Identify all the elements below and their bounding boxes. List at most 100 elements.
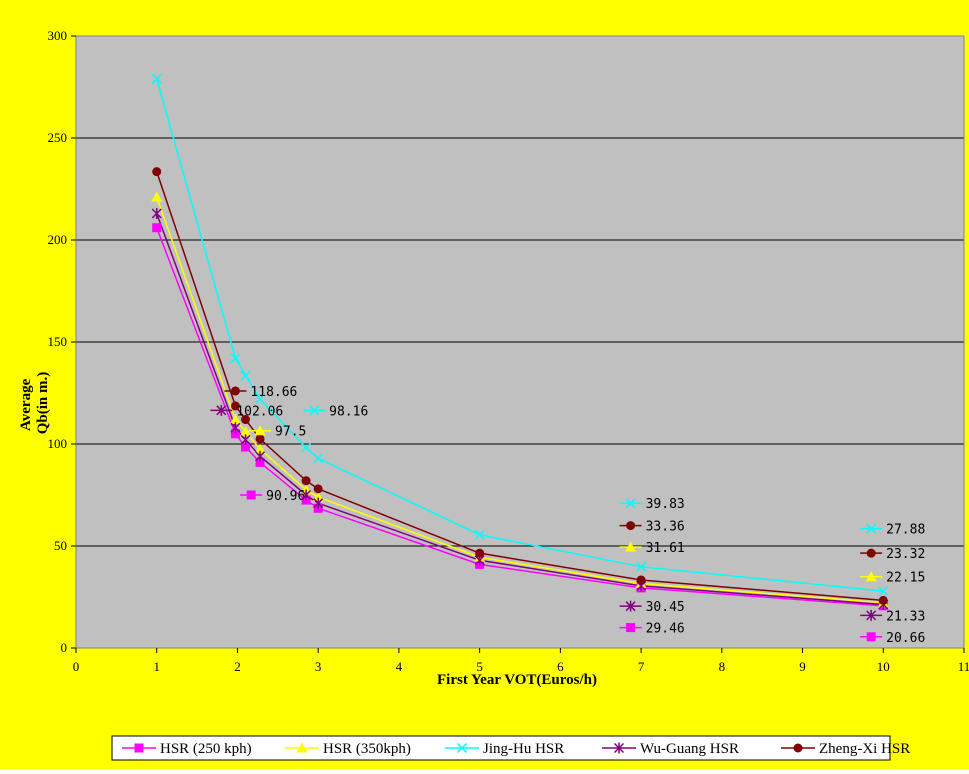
data-point <box>255 457 265 467</box>
data-point <box>312 491 324 502</box>
marker-shape <box>255 450 266 462</box>
marker-shape <box>246 490 256 500</box>
marker-shape <box>301 442 312 453</box>
legend-label: HSR (250 kph) <box>160 741 252 757</box>
legend-box <box>111 735 891 761</box>
marker-shape <box>151 73 162 84</box>
data-point <box>152 167 162 177</box>
data-label: 39.83 <box>619 497 685 512</box>
data-label-key-marker <box>254 425 266 436</box>
marker-shape <box>636 561 647 572</box>
marker-shape <box>255 394 266 405</box>
legend-marker <box>613 742 625 754</box>
data-point <box>878 586 889 597</box>
data-label-text: 39.83 <box>646 497 685 512</box>
data-label-key-marker <box>625 498 636 509</box>
marker-shape <box>878 586 889 597</box>
marker-shape <box>240 434 251 446</box>
data-point <box>151 191 163 202</box>
data-point <box>151 207 162 219</box>
y-axis-title-line-1: Average <box>18 378 34 431</box>
legend-label: Zheng-Xi HSR <box>819 741 910 757</box>
marker-shape <box>475 548 485 558</box>
data-point <box>475 548 485 558</box>
data-label: 29.46 <box>619 622 685 637</box>
data-point <box>255 450 266 462</box>
data-point <box>301 476 311 486</box>
data-label: 21.33 <box>860 609 925 624</box>
data-label-key-marker <box>866 548 876 558</box>
data-label: 102.06 <box>210 404 283 419</box>
marker-shape <box>626 623 636 633</box>
marker-shape <box>866 609 877 621</box>
data-label-text: 118.66 <box>250 385 297 400</box>
marker-shape <box>230 429 240 439</box>
data-label-key-marker <box>216 404 227 416</box>
x-tick-label: 10 <box>877 659 890 674</box>
marker-shape <box>613 742 625 754</box>
marker-shape <box>312 491 324 502</box>
legend-item: Wu-Guang HSR <box>602 741 739 757</box>
data-label-key-marker <box>626 521 636 531</box>
data-label-text: 27.88 <box>886 523 925 538</box>
data-label: 27.88 <box>860 523 925 538</box>
y-tick-label: 200 <box>48 232 68 247</box>
marker-shape <box>866 548 876 558</box>
data-point <box>229 414 241 425</box>
legend-item: Zheng-Xi HSR <box>781 741 910 757</box>
data-point <box>230 429 240 439</box>
x-tick-label: 2 <box>234 659 241 674</box>
data-point <box>230 401 240 411</box>
data-point <box>255 394 266 405</box>
marker-shape <box>313 484 323 494</box>
data-label: 31.61 <box>619 541 685 556</box>
data-labels: 118.66 102.06 98.16 97.5 90.96 39.83 33.36 31.6… <box>210 385 925 646</box>
data-label-text: 31.61 <box>646 541 685 556</box>
marker-shape <box>240 370 251 381</box>
marker-shape <box>626 521 636 531</box>
y-tick-label: 100 <box>48 436 68 451</box>
data-point <box>636 575 646 585</box>
marker-shape <box>866 523 877 534</box>
marker-shape <box>152 167 162 177</box>
data-point <box>878 595 888 605</box>
x-tick-label: 7 <box>638 659 645 674</box>
data-point <box>240 434 251 446</box>
data-label-text: 29.46 <box>646 622 685 637</box>
marker-shape <box>240 426 252 437</box>
marker-shape <box>865 571 877 582</box>
data-point <box>151 73 162 84</box>
data-label-text: 97.5 <box>275 425 306 440</box>
data-label: 97.5 <box>249 425 306 440</box>
marker-shape <box>254 443 266 454</box>
series-markers <box>151 73 889 611</box>
x-axis-ticks: 0 1 2 3 4 5 6 7 8 9 10 11 <box>73 648 969 674</box>
marker-shape <box>474 529 485 540</box>
legend-label: Jing-Hu HSR <box>483 741 564 757</box>
data-point <box>230 353 241 364</box>
marker-shape <box>301 489 312 501</box>
marker-shape <box>152 223 162 233</box>
x-tick-label: 5 <box>476 659 483 674</box>
marker-shape <box>230 401 240 411</box>
data-label-text: 98.16 <box>329 404 368 419</box>
data-label-key-marker <box>866 523 877 534</box>
data-label-text: 20.66 <box>886 631 925 646</box>
marker-shape <box>229 414 241 425</box>
data-label-text: 30.45 <box>646 600 685 615</box>
marker-shape <box>255 434 265 444</box>
data-label: 22.15 <box>860 571 925 586</box>
legend: HSR (250 kph) HSR (350kph) Jing-Hu HSR Wu-G… <box>111 735 910 761</box>
data-label-key-marker <box>246 490 256 500</box>
data-point <box>636 561 647 572</box>
marker-shape <box>625 541 637 552</box>
data-point <box>241 415 251 425</box>
data-label-key-marker <box>625 541 637 552</box>
marker-shape <box>636 575 646 585</box>
marker-shape <box>254 425 266 436</box>
legend-item: HSR (250 kph) <box>122 741 252 757</box>
marker-shape <box>456 742 468 754</box>
data-label-text: 23.32 <box>886 547 925 562</box>
x-tick-label: 9 <box>799 659 806 674</box>
